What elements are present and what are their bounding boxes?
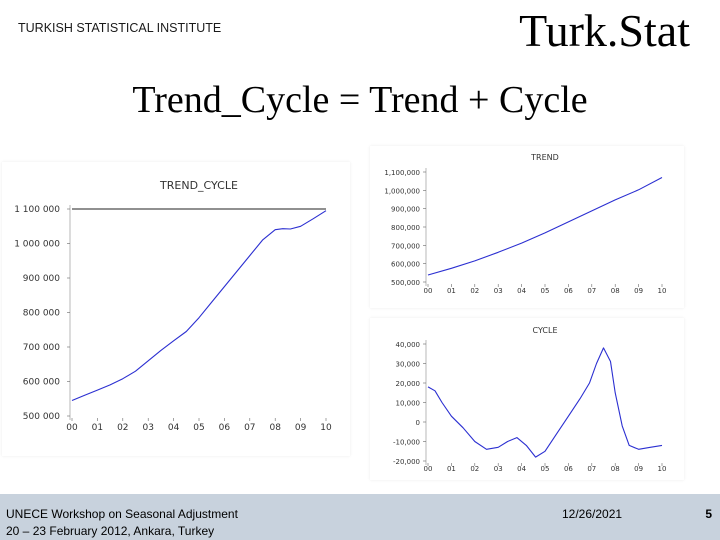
cycle-y-tick-label: 20,000 bbox=[396, 380, 421, 388]
institute-name: TURKISH STATISTICAL INSTITUTE bbox=[18, 21, 222, 35]
trend_cycle-x-tick-label: 07 bbox=[244, 423, 255, 433]
cycle-x-tick-label: 05 bbox=[541, 465, 550, 473]
cycle-y-tick-label: 40,000 bbox=[396, 341, 421, 349]
trend_cycle-x-tick-label: 06 bbox=[219, 423, 231, 433]
footer-date: 12/26/2021 bbox=[562, 507, 623, 521]
trend-x-tick-label: 02 bbox=[470, 287, 479, 295]
slide-title: Trend_Cycle = Trend + Cycle bbox=[132, 79, 588, 121]
trend_cycle-x-tick-label: 00 bbox=[66, 423, 78, 433]
cycle-x-tick-label: 01 bbox=[447, 465, 456, 473]
trend_cycle-x-tick-label: 10 bbox=[320, 423, 332, 433]
cycle-x-tick-label: 00 bbox=[424, 465, 433, 473]
trend-x-tick-label: 06 bbox=[564, 287, 573, 295]
trend-title: TREND bbox=[530, 153, 559, 162]
trend-y-tick-label: 800,000 bbox=[391, 224, 420, 232]
trend-cycle-chart: TREND_CYCLE 500 000 600 000 700 000 800 000 9… bbox=[2, 162, 350, 456]
footer-event: UNECE Workshop on Seasonal Adjustment 20… bbox=[6, 506, 238, 540]
trend-x-tick-label: 00 bbox=[424, 287, 433, 295]
trend-series-line bbox=[427, 177, 663, 276]
cycle-y-tick-label: 0 bbox=[416, 419, 420, 427]
trend_cycle-y-tick-label: 1 000 000 bbox=[14, 240, 60, 250]
cycle-title: CYCLE bbox=[533, 326, 558, 335]
trend-x-tick-label: 03 bbox=[494, 287, 503, 295]
trend-x-tick-label: 05 bbox=[541, 287, 550, 295]
cycle-x-tick-label: 09 bbox=[634, 465, 643, 473]
trend-y-tick-label: 500,000 bbox=[391, 279, 420, 287]
trend_cycle-x-tick-label: 05 bbox=[193, 423, 204, 433]
trend-x-tick-label: 10 bbox=[658, 287, 667, 295]
trend-chart-svg: TREND 500,000 600,000 700,000 800,000 900,000… bbox=[384, 153, 667, 295]
trend-y-tick-label: 900,000 bbox=[391, 206, 420, 214]
trend_cycle-x-tick-label: 03 bbox=[142, 423, 153, 433]
trend-y-tick-label: 700,000 bbox=[391, 242, 420, 250]
trend_cycle-title: TREND_CYCLE bbox=[159, 179, 238, 192]
cycle-x-tick-label: 03 bbox=[494, 465, 503, 473]
trend_cycle-y-tick-label: 1 100 000 bbox=[14, 205, 60, 215]
trend-chart: TREND 500,000 600,000 700,000 800,000 900,000… bbox=[370, 146, 684, 308]
trend_cycle-y-tick-label: 500 000 bbox=[23, 412, 60, 422]
cycle-y-tick-label: -10,000 bbox=[393, 439, 420, 447]
trend-x-tick-label: 08 bbox=[611, 287, 620, 295]
cycle-x-tick-label: 10 bbox=[658, 465, 667, 473]
footer: UNECE Workshop on Seasonal Adjustment 20… bbox=[0, 494, 720, 540]
cycle-series-line bbox=[427, 347, 663, 458]
turkstat-logo: Turk.Stat bbox=[519, 5, 690, 56]
footer-event-line2: 20 – 23 February 2012, Ankara, Turkey bbox=[6, 524, 215, 538]
trend-x-tick-label: 04 bbox=[517, 287, 526, 295]
trend-y-tick-label: 1,100,000 bbox=[384, 169, 420, 177]
cycle-x-tick-label: 02 bbox=[470, 465, 479, 473]
trend-cycle-chart-svg: TREND_CYCLE 500 000 600 000 700 000 800 000 9… bbox=[14, 179, 332, 433]
cycle-x-tick-label: 07 bbox=[587, 465, 596, 473]
trend_cycle-y-tick-label: 900 000 bbox=[23, 274, 60, 284]
trend-y-tick-label: 1,000,000 bbox=[384, 187, 420, 195]
cycle-y-tick-label: 30,000 bbox=[396, 361, 421, 369]
trend-x-tick-label: 07 bbox=[587, 287, 596, 295]
cycle-y-tick-label: 10,000 bbox=[396, 400, 421, 408]
page-number: 5 bbox=[705, 507, 712, 521]
trend_cycle-y-tick-label: 700 000 bbox=[23, 343, 60, 353]
cycle-chart-svg: CYCLE -20,000 -10,000 0 10,000 20,000 30,000 40… bbox=[393, 326, 667, 473]
trend_cycle-x-tick-label: 02 bbox=[117, 423, 128, 433]
trend_cycle-x-tick-label: 09 bbox=[295, 423, 307, 433]
trend-x-tick-label: 09 bbox=[634, 287, 643, 295]
trend_cycle-x-tick-label: 01 bbox=[92, 423, 103, 433]
footer-event-line1: UNECE Workshop on Seasonal Adjustment bbox=[6, 507, 238, 521]
trend-y-tick-label: 600,000 bbox=[391, 261, 420, 269]
cycle-x-tick-label: 08 bbox=[611, 465, 620, 473]
trend-x-tick-label: 01 bbox=[447, 287, 456, 295]
trend_cycle-y-tick-label: 600 000 bbox=[23, 378, 60, 388]
cycle-y-tick-label: -20,000 bbox=[393, 458, 420, 466]
cycle-x-tick-label: 04 bbox=[517, 465, 526, 473]
trend_cycle-x-tick-label: 04 bbox=[168, 423, 180, 433]
cycle-x-tick-label: 06 bbox=[564, 465, 573, 473]
trend_cycle-series-line bbox=[71, 210, 327, 402]
cycle-chart: CYCLE -20,000 -10,000 0 10,000 20,000 30,000 40… bbox=[370, 318, 684, 480]
trend_cycle-y-tick-label: 800 000 bbox=[23, 309, 60, 319]
trend_cycle-x-tick-label: 08 bbox=[269, 423, 281, 433]
